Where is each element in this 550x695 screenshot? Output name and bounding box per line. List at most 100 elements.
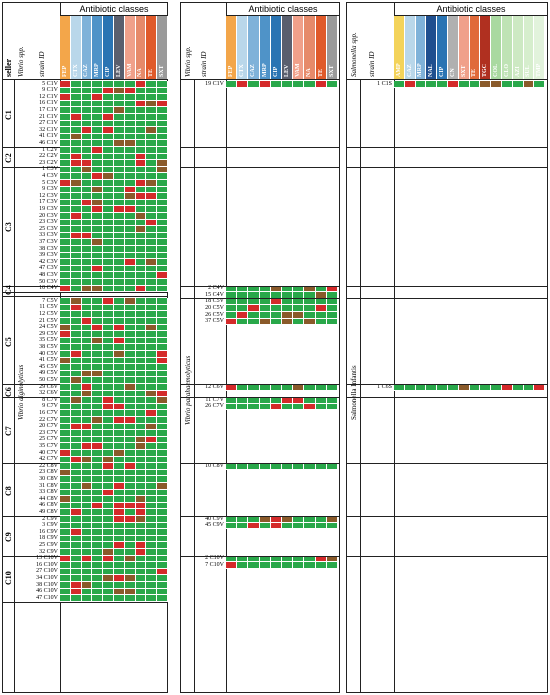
resistance-cell (124, 147, 136, 154)
resistance-cell (70, 180, 82, 187)
resistance-cell (146, 529, 158, 536)
group-divider (2, 601, 168, 603)
antibiotic-header-ctx: CTX (70, 16, 82, 79)
resistance-cell (70, 555, 82, 563)
resistance-cell (124, 377, 136, 384)
resistance-cell (259, 397, 271, 404)
resistance-cell (146, 469, 158, 477)
resistance-cell (124, 476, 136, 483)
resistance-cell (157, 311, 168, 318)
resistance-cell (92, 193, 104, 200)
resistance-cell (70, 542, 82, 549)
resistance-cell (157, 252, 168, 260)
antibiotic-header-vam: VAM (293, 16, 305, 79)
resistance-cell (259, 516, 271, 523)
resistance-cell (124, 285, 136, 293)
strain-id-32-c9v: 32 C9V (39, 548, 58, 555)
resistance-cell (103, 259, 114, 266)
resistance-cell (157, 502, 168, 510)
resistance-cell (92, 259, 104, 266)
resistance-cell (304, 403, 316, 411)
resistance-cell (81, 311, 93, 318)
resistance-cell (60, 430, 71, 437)
resistance-cell (146, 390, 158, 398)
strain-id-23-c3v: 23 C3V (39, 219, 58, 226)
resistance-cell (480, 384, 492, 391)
resistance-cell (70, 304, 82, 312)
resistance-cell (124, 298, 136, 305)
resistance-cell (81, 595, 93, 602)
strain-id-22-c2v: 22 C2V (39, 153, 58, 160)
resistance-cell (70, 127, 82, 134)
strain-id-38-c5v: 38 C5V (39, 343, 58, 350)
resistance-cell (124, 279, 136, 286)
resistance-cell (70, 568, 82, 576)
resistance-cell (60, 272, 71, 279)
resistance-cell (226, 312, 238, 319)
resistance-cell (135, 193, 147, 200)
resistance-cell (81, 456, 93, 464)
resistance-cell (70, 384, 82, 391)
strain-id-12-c1v: 12 C1V (39, 93, 58, 100)
resistance-cell (103, 100, 114, 108)
resistance-cell (92, 397, 104, 404)
resistance-cell (92, 509, 104, 516)
resistance-cell (92, 226, 104, 233)
resistance-cell (248, 312, 260, 319)
resistance-cell (157, 568, 168, 576)
resistance-cell (70, 81, 82, 88)
resistance-cell (124, 232, 136, 240)
resistance-cell (157, 81, 168, 88)
strain-id-17-c3v: 17 C3V (39, 199, 58, 206)
resistance-cell (81, 226, 93, 233)
group-divider (180, 463, 340, 465)
resistance-cell (92, 522, 104, 530)
resistance-cell (92, 298, 104, 305)
resistance-cell (146, 575, 158, 582)
resistance-cell (248, 516, 260, 523)
resistance-cell (60, 153, 71, 161)
resistance-cell (157, 147, 168, 154)
resistance-cell (315, 384, 327, 391)
resistance-cell (237, 285, 249, 293)
resistance-cell (92, 535, 104, 543)
seller-group-c4: C4 (4, 285, 13, 295)
resistance-cell (70, 324, 82, 332)
resistance-cell (103, 483, 114, 490)
resistance-cell (81, 133, 93, 141)
resistance-cell (103, 588, 114, 596)
resistance-cell (60, 337, 71, 345)
resistance-cell (157, 206, 168, 213)
antibiotic-header-sxt: SXT (157, 16, 168, 79)
resistance-cell (60, 562, 71, 569)
antibiotic-header-caz: CAZ (404, 16, 416, 79)
resistance-cell (114, 509, 125, 516)
resistance-cell (124, 463, 136, 470)
resistance-cell (114, 423, 125, 431)
resistance-cell (124, 87, 136, 95)
strain-id-19-c1v: 19 C1V (205, 80, 224, 87)
resistance-cell (60, 114, 71, 121)
resistance-cell (135, 114, 147, 121)
resistance-cell (70, 298, 82, 305)
antibiotic-label: CIP (272, 66, 279, 77)
resistance-cell (60, 377, 71, 384)
resistance-cell (103, 199, 114, 207)
resistance-cell (248, 397, 260, 404)
resistance-cell (124, 331, 136, 338)
resistance-cell (124, 575, 136, 582)
resistance-cell (103, 549, 114, 556)
resistance-cell (491, 384, 502, 391)
antibiotic-header-tmp: TMP (534, 16, 546, 79)
antibiotic-label: AZI (514, 66, 521, 77)
resistance-cell (135, 397, 147, 404)
resistance-cell (270, 285, 282, 293)
resistance-cell (135, 166, 147, 174)
resistance-cell (491, 81, 502, 88)
antibiotic-label: TGC (482, 63, 489, 77)
resistance-cell (146, 166, 158, 174)
resistance-cell (135, 575, 147, 582)
resistance-cell (259, 522, 271, 530)
resistance-cell (124, 370, 136, 378)
resistance-cell (70, 483, 82, 490)
